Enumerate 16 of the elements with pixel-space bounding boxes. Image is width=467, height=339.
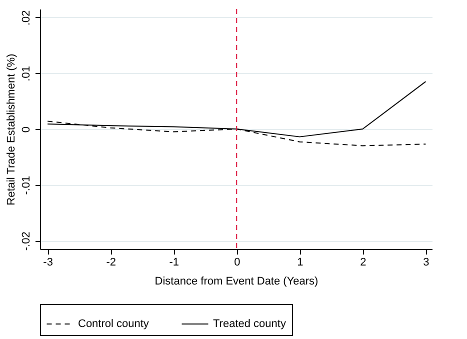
y-tick-label: .02 xyxy=(20,10,32,26)
x-tick-label: 1 xyxy=(297,256,304,268)
y-axis-title: Retail Trade Establishment (%) xyxy=(6,54,18,206)
y-tick-label: .01 xyxy=(20,66,32,82)
x-axis-title: Distance from Event Date (Years) xyxy=(154,276,318,288)
x-tick-label: 0 xyxy=(234,256,240,268)
legend-label: Treated county xyxy=(213,318,286,330)
x-tick-label: -2 xyxy=(106,256,116,268)
x-tick-label: 3 xyxy=(423,256,430,268)
y-tick-label: 0 xyxy=(20,126,32,133)
legend-label: Control county xyxy=(78,318,150,330)
y-tick-label: -.02 xyxy=(20,232,32,251)
x-tick-label: 2 xyxy=(360,256,366,268)
y-tick-label: -.01 xyxy=(20,176,32,195)
x-tick-label: -3 xyxy=(43,256,53,268)
x-tick-label: -1 xyxy=(169,256,179,268)
